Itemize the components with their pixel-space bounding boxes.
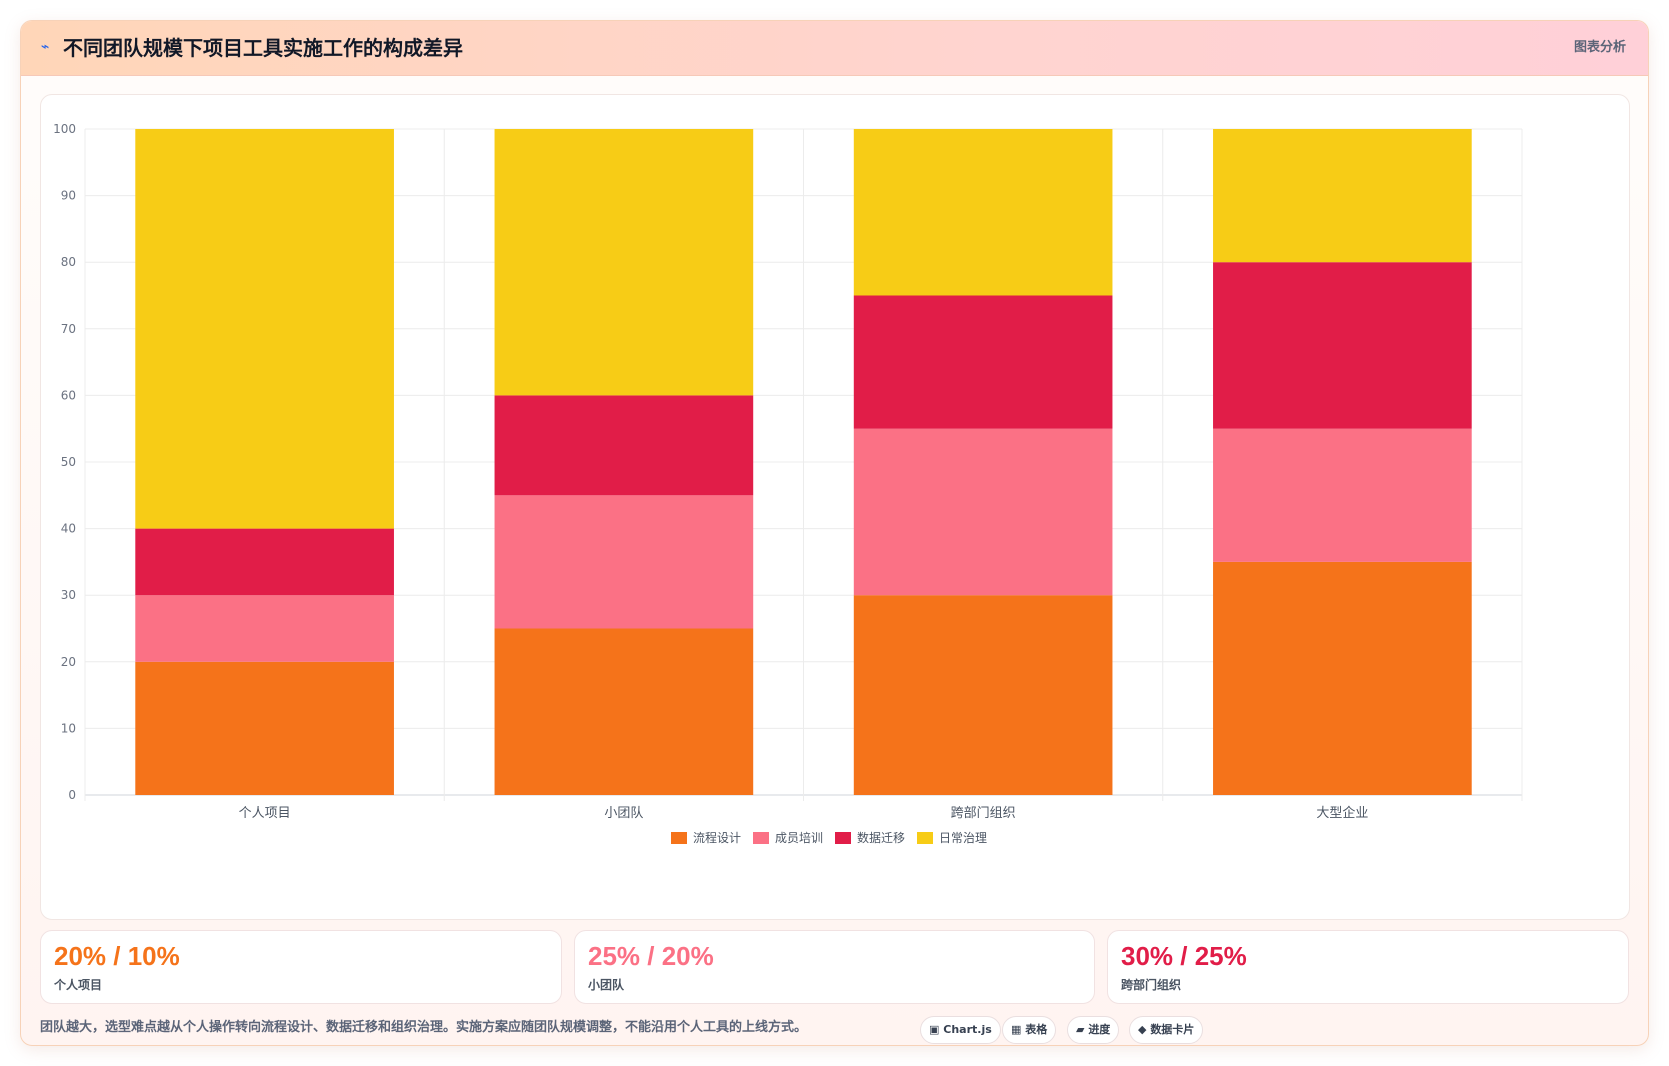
- bar-segment: [494, 495, 754, 629]
- bar-segment: [494, 129, 754, 396]
- y-tick-label: 90: [61, 189, 76, 203]
- stat-label: 跨部门组织: [1121, 978, 1182, 992]
- bar-segment: [1213, 262, 1472, 429]
- card-header: ⌁ 不同团队规模下项目工具实施工作的构成差异 图表分析: [21, 21, 1648, 76]
- bar-segment: [1213, 561, 1472, 795]
- chip-chartjs[interactable]: ▣ Chart.js: [920, 1016, 1001, 1044]
- stat-label: 个人项目: [54, 978, 103, 992]
- chip-label: Chart.js: [943, 1023, 992, 1036]
- y-tick-label: 30: [61, 588, 76, 602]
- legend-label: 成员培训: [775, 830, 823, 845]
- stat-card-small-team: 25% / 20% 小团队: [574, 930, 1095, 1004]
- y-tick-label: 0: [68, 788, 76, 802]
- chip-data-card[interactable]: ◆ 数据卡片: [1129, 1016, 1204, 1044]
- stacked-bar-chart: 0 10 20 30 40 50 60 70 80 90 100 个人项目 小团队 跨部门组织 大型企业流程…: [53, 122, 1523, 845]
- legend-swatch: [671, 832, 687, 844]
- stat-value: 25% / 20%: [588, 941, 714, 971]
- x-tick-label: 跨部门组织: [951, 806, 1016, 821]
- x-tick-label: 大型企业: [1316, 805, 1368, 821]
- y-tick-label: 10: [61, 721, 76, 735]
- bar-segment: [494, 395, 754, 496]
- bar-segment: [853, 295, 1113, 429]
- y-tick-label: 100: [53, 122, 76, 136]
- bar-segment: [1213, 129, 1472, 263]
- stat-label: 小团队: [588, 978, 625, 992]
- chip-progress[interactable]: ▰ 进度: [1067, 1016, 1120, 1044]
- legend-swatch: [753, 832, 769, 844]
- diamond-icon: ◆: [1138, 1023, 1147, 1036]
- x-tick-label: 小团队: [604, 806, 643, 821]
- y-tick-label: 40: [61, 522, 76, 536]
- chart-panel: 0 10 20 30 40 50 60 70 80 90 100 个人项目 小团队 跨部门组织 大型企业流程…: [40, 94, 1630, 920]
- lightning-icon: ⌁: [41, 39, 50, 55]
- x-tick-label: 个人项目: [239, 806, 291, 821]
- chip-label: 进度: [1088, 1023, 1111, 1036]
- stat-value: 30% / 25%: [1121, 941, 1247, 971]
- chip-label: 表格: [1025, 1023, 1048, 1036]
- stat-value: 20% / 10%: [54, 941, 180, 971]
- chart-title: 不同团队规模下项目工具实施工作的构成差异: [63, 36, 463, 60]
- legend-label: 数据迁移: [857, 830, 905, 845]
- bar-segment: [1213, 428, 1472, 562]
- chart-card: ⌁ 不同团队规模下项目工具实施工作的构成差异 图表分析 0 10 20 30 40 50 6…: [20, 20, 1649, 1046]
- legend-label: 日常治理: [939, 831, 987, 845]
- chip-label: 数据卡片: [1150, 1023, 1195, 1036]
- bar-segment: [135, 595, 394, 662]
- chart-icon: ▣: [929, 1023, 940, 1036]
- y-tick-label: 50: [61, 455, 76, 469]
- stat-card-personal: 20% / 10% 个人项目: [40, 930, 562, 1004]
- y-tick-label: 20: [61, 655, 76, 669]
- legend-label: 流程设计: [693, 830, 741, 845]
- bar-segment: [853, 595, 1113, 795]
- bar-segment: [853, 129, 1113, 296]
- y-tick-label: 80: [61, 255, 76, 269]
- table-icon: ▦: [1011, 1023, 1022, 1036]
- stat-card-cross-dept: 30% / 25% 跨部门组织: [1107, 930, 1629, 1004]
- bar-segment: [135, 129, 394, 529]
- analysis-label[interactable]: 图表分析: [1573, 40, 1626, 55]
- legend-swatch: [835, 832, 851, 844]
- bar-segment: [853, 428, 1113, 596]
- chip-table[interactable]: ▦ 表格: [1002, 1016, 1057, 1044]
- bar-segment: [494, 628, 754, 795]
- bar-segment: [135, 661, 394, 795]
- legend-swatch: [917, 832, 933, 844]
- footer-note: 团队越大，选型难点越从个人操作转向流程设计、数据迁移和组织治理。实施方案应随团队…: [40, 1020, 808, 1035]
- y-tick-label: 70: [61, 322, 76, 336]
- progress-icon: ▰: [1076, 1023, 1085, 1036]
- bar-segment: [135, 528, 394, 596]
- y-tick-label: 60: [61, 388, 76, 402]
